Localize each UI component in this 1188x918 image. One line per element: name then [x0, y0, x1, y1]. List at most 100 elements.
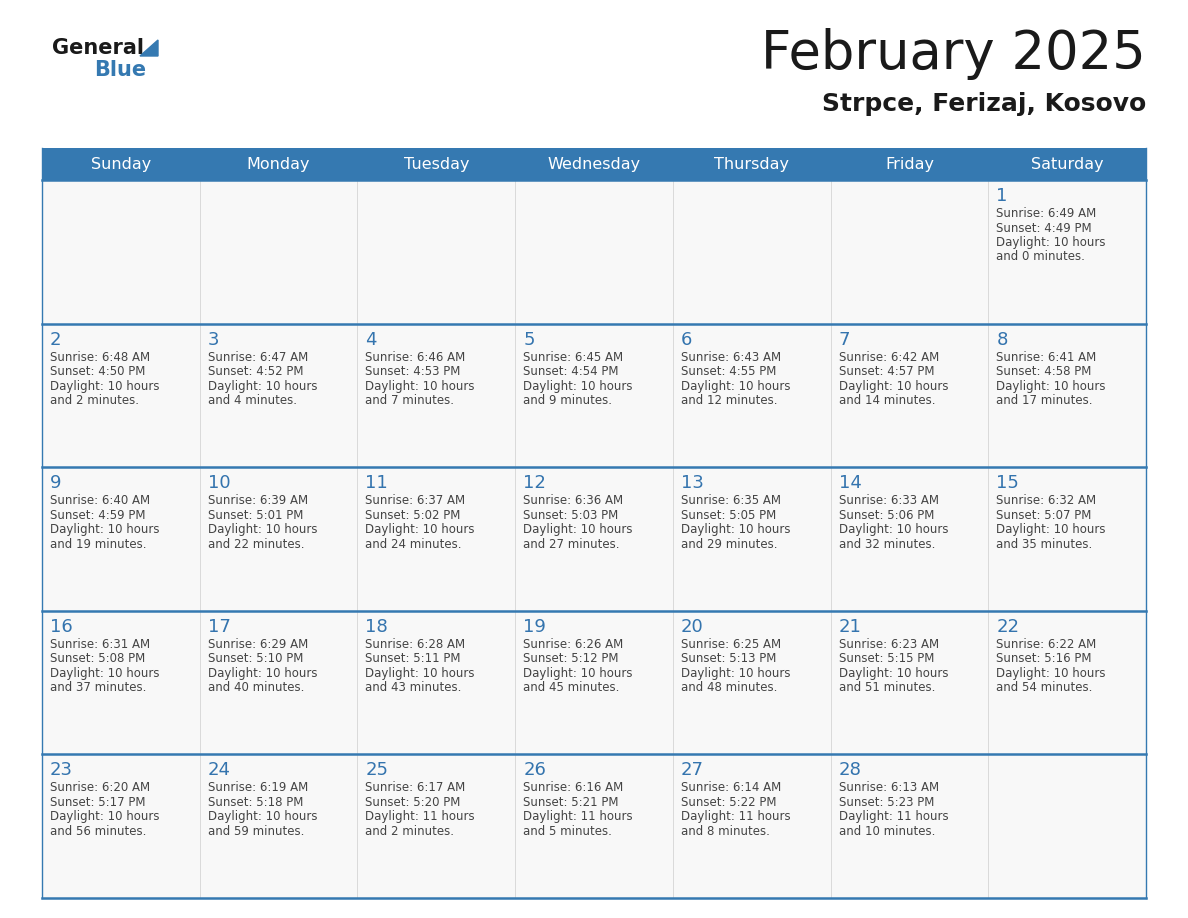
Text: Sunset: 4:53 PM: Sunset: 4:53 PM [366, 365, 461, 378]
Text: Sunrise: 6:19 AM: Sunrise: 6:19 AM [208, 781, 308, 794]
Text: Daylight: 10 hours: Daylight: 10 hours [997, 380, 1106, 393]
Bar [358, 148, 516, 180]
Text: Sunrise: 6:33 AM: Sunrise: 6:33 AM [839, 494, 939, 508]
Text: Sunset: 5:15 PM: Sunset: 5:15 PM [839, 653, 934, 666]
Text: 11: 11 [366, 475, 388, 492]
Text: and 9 minutes.: and 9 minutes. [523, 394, 612, 407]
Text: 24: 24 [208, 761, 230, 779]
Bar [672, 755, 830, 898]
Text: Sunset: 5:20 PM: Sunset: 5:20 PM [366, 796, 461, 809]
Text: Sunset: 5:12 PM: Sunset: 5:12 PM [523, 653, 619, 666]
Text: and 7 minutes.: and 7 minutes. [366, 394, 455, 407]
Text: Daylight: 10 hours: Daylight: 10 hours [523, 523, 633, 536]
Text: 17: 17 [208, 618, 230, 636]
Text: Daylight: 10 hours: Daylight: 10 hours [208, 380, 317, 393]
Text: Daylight: 11 hours: Daylight: 11 hours [839, 811, 948, 823]
Text: Sunrise: 6:37 AM: Sunrise: 6:37 AM [366, 494, 466, 508]
Text: Sunrise: 6:36 AM: Sunrise: 6:36 AM [523, 494, 624, 508]
Text: Sunset: 5:10 PM: Sunset: 5:10 PM [208, 653, 303, 666]
Text: Daylight: 10 hours: Daylight: 10 hours [997, 666, 1106, 680]
Text: Sunrise: 6:22 AM: Sunrise: 6:22 AM [997, 638, 1097, 651]
Bar [200, 610, 358, 755]
Text: Monday: Monday [247, 156, 310, 172]
Bar [988, 467, 1146, 610]
Text: Daylight: 10 hours: Daylight: 10 hours [997, 523, 1106, 536]
Text: Sunrise: 6:14 AM: Sunrise: 6:14 AM [681, 781, 781, 794]
Bar [42, 755, 200, 898]
Bar [42, 324, 200, 467]
Text: 28: 28 [839, 761, 861, 779]
Text: and 59 minutes.: and 59 minutes. [208, 825, 304, 838]
Bar [830, 755, 988, 898]
Text: Sunset: 4:50 PM: Sunset: 4:50 PM [50, 365, 145, 378]
Text: Sunrise: 6:35 AM: Sunrise: 6:35 AM [681, 494, 781, 508]
Text: Saturday: Saturday [1031, 156, 1104, 172]
Text: Sunset: 4:58 PM: Sunset: 4:58 PM [997, 365, 1092, 378]
Bar [830, 148, 988, 180]
Text: Sunset: 5:11 PM: Sunset: 5:11 PM [366, 653, 461, 666]
Text: 23: 23 [50, 761, 72, 779]
Text: and 8 minutes.: and 8 minutes. [681, 825, 770, 838]
Text: 3: 3 [208, 330, 220, 349]
Text: Sunrise: 6:25 AM: Sunrise: 6:25 AM [681, 638, 781, 651]
Text: Sunset: 5:16 PM: Sunset: 5:16 PM [997, 653, 1092, 666]
Text: 21: 21 [839, 618, 861, 636]
Text: Sunrise: 6:32 AM: Sunrise: 6:32 AM [997, 494, 1097, 508]
Bar [516, 467, 672, 610]
Bar [516, 148, 672, 180]
Text: 14: 14 [839, 475, 861, 492]
Bar [200, 148, 358, 180]
Bar [42, 180, 200, 324]
Text: and 48 minutes.: and 48 minutes. [681, 681, 777, 694]
Text: Daylight: 10 hours: Daylight: 10 hours [523, 666, 633, 680]
Text: Sunrise: 6:28 AM: Sunrise: 6:28 AM [366, 638, 466, 651]
Text: Tuesday: Tuesday [404, 156, 469, 172]
Text: Sunrise: 6:13 AM: Sunrise: 6:13 AM [839, 781, 939, 794]
Text: Sunrise: 6:49 AM: Sunrise: 6:49 AM [997, 207, 1097, 220]
Text: 1: 1 [997, 187, 1007, 205]
Text: and 35 minutes.: and 35 minutes. [997, 538, 1093, 551]
Text: 26: 26 [523, 761, 546, 779]
Text: Daylight: 11 hours: Daylight: 11 hours [681, 811, 790, 823]
Bar [672, 180, 830, 324]
Text: and 29 minutes.: and 29 minutes. [681, 538, 777, 551]
Text: and 24 minutes.: and 24 minutes. [366, 538, 462, 551]
Text: Daylight: 10 hours: Daylight: 10 hours [366, 380, 475, 393]
Text: Sunset: 5:22 PM: Sunset: 5:22 PM [681, 796, 776, 809]
Text: and 51 minutes.: and 51 minutes. [839, 681, 935, 694]
Text: 27: 27 [681, 761, 703, 779]
Text: Sunset: 5:06 PM: Sunset: 5:06 PM [839, 509, 934, 521]
Polygon shape [140, 40, 158, 56]
Text: Sunrise: 6:17 AM: Sunrise: 6:17 AM [366, 781, 466, 794]
Bar [200, 467, 358, 610]
Bar [830, 324, 988, 467]
Text: 6: 6 [681, 330, 693, 349]
Text: and 14 minutes.: and 14 minutes. [839, 394, 935, 407]
Text: Sunrise: 6:31 AM: Sunrise: 6:31 AM [50, 638, 150, 651]
Text: and 2 minutes.: and 2 minutes. [50, 394, 139, 407]
Text: Daylight: 10 hours: Daylight: 10 hours [681, 523, 790, 536]
Text: Sunset: 4:57 PM: Sunset: 4:57 PM [839, 365, 934, 378]
Text: Sunrise: 6:41 AM: Sunrise: 6:41 AM [997, 351, 1097, 364]
Bar [200, 180, 358, 324]
Text: Sunrise: 6:47 AM: Sunrise: 6:47 AM [208, 351, 308, 364]
Text: Sunset: 5:21 PM: Sunset: 5:21 PM [523, 796, 619, 809]
Text: Sunset: 4:49 PM: Sunset: 4:49 PM [997, 221, 1092, 234]
Text: Sunset: 4:52 PM: Sunset: 4:52 PM [208, 365, 303, 378]
Text: 20: 20 [681, 618, 703, 636]
Text: and 54 minutes.: and 54 minutes. [997, 681, 1093, 694]
Text: Sunrise: 6:43 AM: Sunrise: 6:43 AM [681, 351, 781, 364]
Bar [200, 324, 358, 467]
Text: and 4 minutes.: and 4 minutes. [208, 394, 297, 407]
Text: 19: 19 [523, 618, 546, 636]
Bar [516, 324, 672, 467]
Text: Friday: Friday [885, 156, 934, 172]
Text: 12: 12 [523, 475, 546, 492]
Text: Daylight: 10 hours: Daylight: 10 hours [50, 811, 159, 823]
Text: 18: 18 [366, 618, 388, 636]
Text: and 40 minutes.: and 40 minutes. [208, 681, 304, 694]
Text: Daylight: 10 hours: Daylight: 10 hours [839, 380, 948, 393]
Text: Sunrise: 6:42 AM: Sunrise: 6:42 AM [839, 351, 939, 364]
Text: 5: 5 [523, 330, 535, 349]
Bar [358, 467, 516, 610]
